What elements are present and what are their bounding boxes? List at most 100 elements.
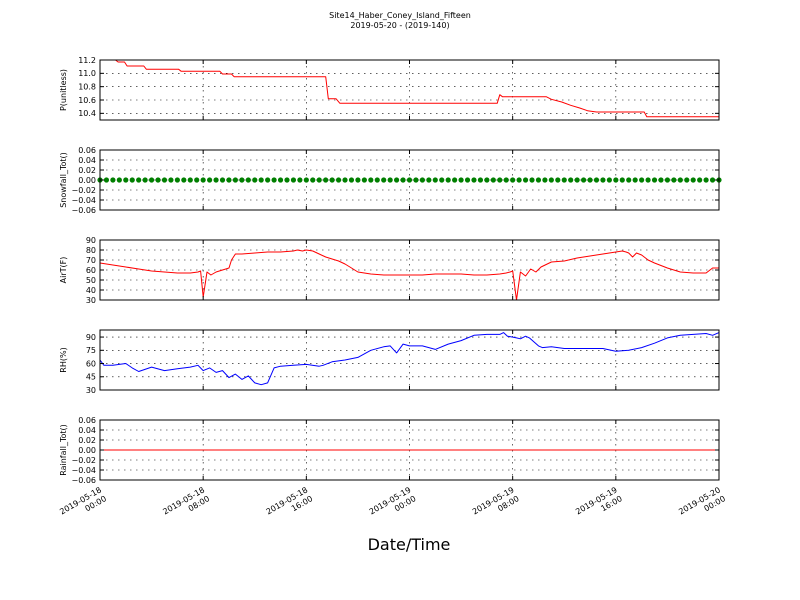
y-tick-label: 40 [86, 286, 96, 295]
y-tick-label: 50 [86, 276, 96, 285]
data-point [329, 177, 335, 183]
data-point [323, 177, 329, 183]
data-point [697, 177, 703, 183]
data-point [155, 177, 161, 183]
data-point [600, 177, 606, 183]
data-point [709, 177, 716, 183]
data-point [123, 177, 129, 183]
y-tick-label: 0.00 [78, 446, 96, 455]
series-line [99, 249, 719, 301]
data-point [226, 177, 232, 183]
y-tick-label: 30 [86, 386, 96, 395]
data-point [239, 177, 245, 183]
data-point [335, 177, 342, 183]
data-point [522, 177, 529, 183]
y-tick-label: 0.04 [78, 426, 96, 435]
y-tick-label: −0.02 [71, 456, 96, 465]
data-point [187, 177, 193, 183]
data-point [651, 177, 658, 183]
data-point [432, 177, 438, 183]
panel-rainfall-tot: 0.060.040.020.00−0.02−0.04−0.06Rainfall_… [58, 416, 727, 517]
data-point [703, 177, 709, 183]
data-point [445, 177, 451, 183]
data-point [116, 177, 122, 183]
data-point [290, 177, 297, 183]
data-point [161, 177, 168, 183]
y-tick-label: 0.02 [78, 436, 96, 445]
data-point [664, 177, 671, 183]
data-point [310, 177, 316, 183]
y-tick-label: 11.0 [78, 69, 96, 78]
data-point [271, 177, 277, 183]
data-point [690, 177, 696, 183]
data-point [561, 177, 567, 183]
data-point [619, 177, 625, 183]
y-tick-label: 30 [86, 296, 96, 305]
data-point [658, 177, 664, 183]
y-axis-label: Snowfall_Tot() [59, 152, 68, 208]
data-point [574, 177, 580, 183]
y-tick-label: 0.00 [78, 176, 96, 185]
y-tick-label: 10.8 [78, 82, 96, 91]
data-point [232, 177, 239, 183]
data-point [413, 177, 419, 183]
y-tick-label: 75 [86, 346, 96, 355]
y-tick-label: 45 [86, 373, 96, 382]
data-point [497, 177, 503, 183]
data-point [168, 177, 174, 183]
data-point [142, 177, 148, 183]
data-point [548, 177, 554, 183]
y-tick-label: 0.06 [78, 146, 96, 155]
data-point [207, 177, 213, 183]
data-point [503, 177, 509, 183]
data-point [252, 177, 258, 183]
series-line [99, 332, 720, 386]
data-point [355, 177, 361, 183]
data-point [297, 177, 303, 183]
y-tick-label: 60 [86, 359, 96, 368]
data-point [458, 177, 464, 183]
data-point [258, 177, 264, 183]
data-point [245, 177, 251, 183]
y-axis-label: Rainfall_Tot() [59, 424, 68, 476]
data-point [510, 177, 516, 183]
y-tick-label: −0.06 [71, 206, 96, 215]
y-axis-label: P(unitless) [59, 69, 68, 111]
data-point [484, 177, 490, 183]
y-tick-label: 70 [86, 256, 96, 265]
y-tick-label: 10.4 [78, 109, 96, 118]
x-axis-label: Date/Time [368, 535, 451, 554]
data-point [406, 177, 413, 183]
data-point [181, 177, 187, 183]
data-point [419, 177, 425, 183]
data-point [471, 177, 477, 183]
data-point [284, 177, 290, 183]
data-point [219, 177, 226, 183]
panel-snowfall-tot: 0.060.040.020.00−0.02−0.04−0.06Snowfall_… [59, 146, 722, 215]
data-point [374, 177, 380, 183]
y-tick-label: 90 [86, 333, 96, 342]
data-point [542, 177, 548, 183]
series-line [100, 59, 719, 118]
data-point [381, 177, 387, 183]
data-point [303, 177, 309, 183]
y-tick-label: −0.06 [71, 476, 96, 485]
data-point [477, 177, 484, 183]
data-point [200, 177, 206, 183]
data-point [426, 177, 432, 183]
data-point [464, 177, 471, 183]
y-tick-label: 11.2 [78, 56, 96, 65]
data-point [174, 177, 180, 183]
y-tick-label: 0.02 [78, 166, 96, 175]
data-point [194, 177, 200, 183]
data-point [593, 177, 600, 183]
